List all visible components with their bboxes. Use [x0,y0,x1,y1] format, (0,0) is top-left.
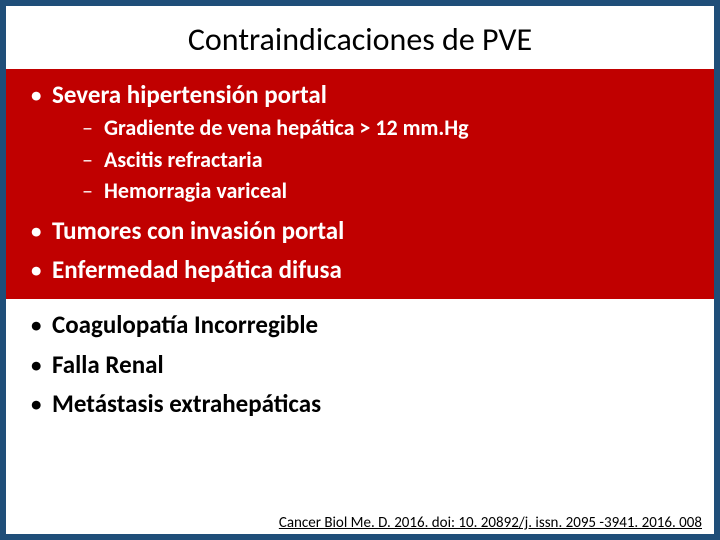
list-item: Severa hipertensión portal Gradiente de … [26,75,694,211]
sub-item: Gradiente de vena hepática > 12 mm.Hg [52,112,694,144]
item-text: Coagulopatía Incorregible [52,309,318,340]
sub-item: Ascitis refractaria [52,144,694,176]
list-white: Coagulopatía Incorregible Falla Renal Me… [26,305,694,423]
list-item: Metástasis extrahepáticas [26,384,694,423]
sub-item: Hemorragia variceal [52,175,694,207]
block-red: Severa hipertensión portal Gradiente de … [6,69,714,299]
item-text: Tumores con invasión portal [52,215,344,246]
block-white: Coagulopatía Incorregible Falla Renal Me… [6,299,714,433]
slide-title: Contraindicaciones de PVE [6,6,714,69]
list-item: Enfermedad hepática difusa [26,250,694,289]
list-item: Falla Renal [26,345,694,384]
list-red: Severa hipertensión portal Gradiente de … [26,75,694,289]
sublist: Gradiente de vena hepática > 12 mm.Hg As… [52,112,694,207]
item-text: Enfermedad hepática difusa [52,254,342,285]
list-item: Coagulopatía Incorregible [26,305,694,344]
item-text: Metástasis extrahepáticas [52,388,321,419]
citation-text: Cancer Biol Me. D. 2016. doi: 10. 20892/… [279,514,702,532]
list-item: Tumores con invasión portal [26,211,694,250]
item-text: Falla Renal [52,349,164,380]
slide-container: Contraindicaciones de PVE Severa hiperte… [0,0,720,540]
item-text: Severa hipertensión portal [52,79,327,110]
